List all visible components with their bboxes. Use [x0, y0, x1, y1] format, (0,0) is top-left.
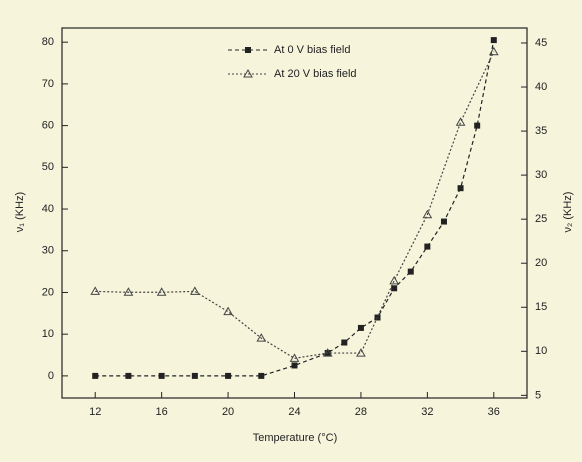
- legend-label: At 0 V bias field: [274, 44, 350, 56]
- x-tick-label: 24: [288, 406, 300, 418]
- point: [490, 37, 497, 44]
- point: [223, 306, 233, 316]
- x-tick-label: 28: [355, 406, 367, 418]
- y2-tick-label: 30: [535, 169, 547, 181]
- x-tick-label: 16: [156, 406, 168, 418]
- y2-tick-label: 35: [535, 125, 547, 137]
- y2-tick-label: 20: [535, 257, 547, 269]
- y2-tick-label: 10: [535, 345, 547, 357]
- x-tick-label: 20: [222, 406, 234, 418]
- point: [407, 268, 414, 275]
- point: [289, 353, 300, 362]
- point: [90, 286, 101, 295]
- y2-tick-label: 45: [535, 37, 547, 49]
- legend-marker: [243, 68, 253, 78]
- x-tick-label: 12: [89, 406, 101, 418]
- point: [356, 348, 366, 357]
- y-tick-label: 70: [42, 78, 54, 90]
- y-tick-label: 0: [48, 370, 54, 382]
- y-tick-label: 40: [42, 203, 54, 215]
- y-tick-label: 30: [42, 245, 54, 257]
- series-line: [95, 51, 495, 359]
- y2-tick-label: 40: [535, 81, 547, 93]
- y-tick-label: 20: [42, 286, 54, 298]
- point: [225, 372, 232, 379]
- point: [258, 372, 265, 379]
- point: [125, 372, 132, 379]
- point: [424, 243, 431, 250]
- y2-tick-label: 5: [535, 389, 541, 401]
- point: [341, 339, 348, 346]
- point: [357, 324, 364, 331]
- plot-frame: [61, 27, 528, 399]
- y-tick-label: 50: [42, 161, 54, 173]
- y-tick-label: 80: [42, 36, 54, 48]
- point: [422, 209, 433, 219]
- legend-marker: [245, 47, 251, 53]
- x-axis-label: Temperature (°C): [253, 432, 337, 444]
- point: [440, 218, 447, 225]
- point: [156, 287, 167, 296]
- y2-tick-label: 25: [535, 213, 547, 225]
- point: [389, 275, 400, 285]
- point: [191, 372, 198, 379]
- series-line: [95, 39, 495, 377]
- legend-label: At 20 V bias field: [274, 68, 357, 80]
- point: [488, 46, 499, 56]
- x-tick-label: 36: [488, 406, 500, 418]
- point: [256, 333, 267, 342]
- y-axis-label: ν₁ (KHz): [14, 192, 26, 232]
- y2-tick-label: 15: [535, 301, 547, 313]
- point: [474, 122, 481, 129]
- y-tick-label: 60: [42, 120, 54, 132]
- y2-axis-label: ν₂ (KHz): [562, 192, 574, 233]
- y-tick-label: 10: [42, 328, 54, 340]
- point: [457, 185, 464, 192]
- point: [291, 362, 298, 369]
- point: [92, 372, 99, 379]
- point: [374, 314, 381, 321]
- point: [322, 348, 333, 357]
- point: [158, 372, 165, 379]
- x-tick-label: 32: [421, 406, 433, 418]
- point: [391, 285, 398, 292]
- point: [189, 286, 200, 295]
- point: [455, 117, 466, 126]
- point: [123, 287, 134, 296]
